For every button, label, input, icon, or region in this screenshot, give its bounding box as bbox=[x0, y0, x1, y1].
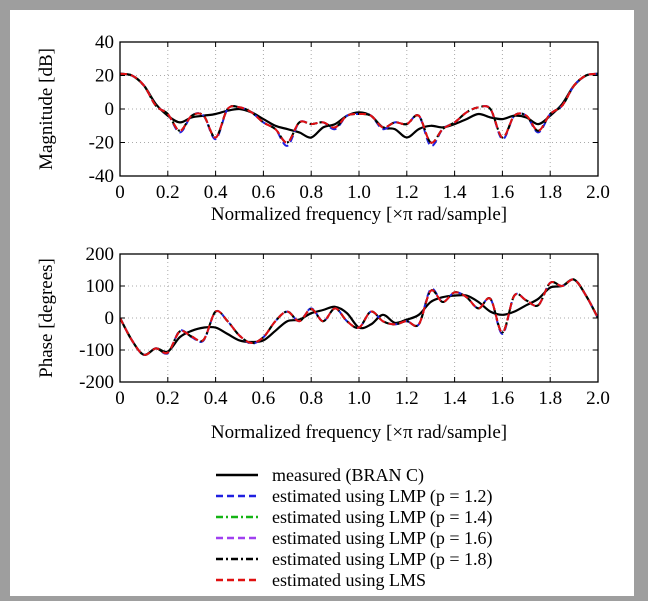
legend-label-0: measured (BRAN C) bbox=[272, 465, 424, 486]
x-tick-label: 0 bbox=[115, 182, 125, 203]
series-group bbox=[120, 72, 598, 147]
legend-label-1: estimated using LMP (p = 1.2) bbox=[272, 486, 492, 507]
x-tick-label: 2.0 bbox=[586, 182, 610, 203]
phase-chart: 0 0.2 0.4 0.6 0.8 1.0 1.2 1.4 1.6 1.8 2.0 -200 -100 0… bbox=[36, 244, 610, 443]
series-line-5 bbox=[120, 72, 598, 144]
legend-label-2: estimated using LMP (p = 1.4) bbox=[272, 507, 492, 528]
x-tick-label: 1.4 bbox=[443, 388, 467, 409]
magnitude-chart: 0 0.2 0.4 0.6 0.8 1.0 1.2 1.4 1.6 1.8 2.0 -40 -20 0 20… bbox=[36, 32, 610, 225]
x-tick-label: 0.6 bbox=[252, 388, 276, 409]
y-tick-label: 0 bbox=[105, 99, 115, 120]
x-tick-label: 0.6 bbox=[252, 182, 276, 203]
y-axis-label: Magnitude [dB] bbox=[36, 48, 57, 170]
y-tick-label: 40 bbox=[95, 32, 114, 53]
series-line-5 bbox=[120, 278, 598, 356]
x-tick-label: 1.2 bbox=[395, 388, 419, 409]
x-tick-label: 1.4 bbox=[443, 182, 467, 203]
figure: 0 0.2 0.4 0.6 0.8 1.0 1.2 1.4 1.6 1.8 2.0-40-20020… bbox=[36, 32, 610, 590]
y-tick-label: 0 bbox=[105, 308, 115, 329]
y-tick-label: -100 bbox=[79, 340, 114, 361]
x-tick-label: 1.0 bbox=[347, 388, 371, 409]
legend: measured (BRAN C)estimated using LMP (p … bbox=[216, 465, 492, 590]
x-tick-label: 0.4 bbox=[204, 388, 228, 409]
y-tick-label: 100 bbox=[86, 276, 115, 297]
y-axis-label: Phase [degrees] bbox=[36, 258, 57, 378]
x-tick-label: 1.8 bbox=[538, 182, 562, 203]
legend-label-4: estimated using LMP (p = 1.8) bbox=[272, 549, 492, 570]
x-axis-label: Normalized frequency [×π rad/sample] bbox=[211, 422, 507, 443]
x-tick-label: 0.2 bbox=[156, 388, 180, 409]
x-axis-label: Normalized frequency [×π rad/sample] bbox=[211, 204, 507, 225]
figure-frame: 0 0.2 0.4 0.6 0.8 1.0 1.2 1.4 1.6 1.8 2.0 -40 -20 0 20… bbox=[10, 10, 634, 596]
series-line-3 bbox=[120, 72, 598, 144]
y-tick-label: 20 bbox=[95, 66, 114, 87]
x-tick-label: 0.8 bbox=[299, 388, 323, 409]
series-line-4 bbox=[120, 72, 598, 144]
x-tick-label: 0.8 bbox=[299, 182, 323, 203]
legend-label-3: estimated using LMP (p = 1.6) bbox=[272, 528, 492, 549]
y-tick-label: 200 bbox=[86, 244, 115, 265]
y-tick-label: -20 bbox=[89, 133, 114, 154]
x-tick-label: 0.2 bbox=[156, 182, 180, 203]
x-tick-label: 0.4 bbox=[204, 182, 228, 203]
y-tick-label: -200 bbox=[79, 372, 114, 393]
x-tick-label: 1.8 bbox=[538, 388, 562, 409]
x-tick-label: 1.6 bbox=[491, 388, 515, 409]
x-tick-label: 1.0 bbox=[347, 182, 371, 203]
x-tick-label: 0 bbox=[115, 388, 125, 409]
legend-label-5: estimated using LMS bbox=[272, 570, 426, 590]
series-line-0 bbox=[120, 72, 598, 139]
x-tick-label: 2.0 bbox=[586, 388, 610, 409]
series-group bbox=[120, 278, 598, 357]
x-tick-label: 1.2 bbox=[395, 182, 419, 203]
y-tick-label: -40 bbox=[89, 166, 114, 187]
series-line-1 bbox=[120, 72, 598, 147]
x-tick-label: 1.6 bbox=[491, 182, 515, 203]
series-line-2 bbox=[120, 72, 598, 144]
